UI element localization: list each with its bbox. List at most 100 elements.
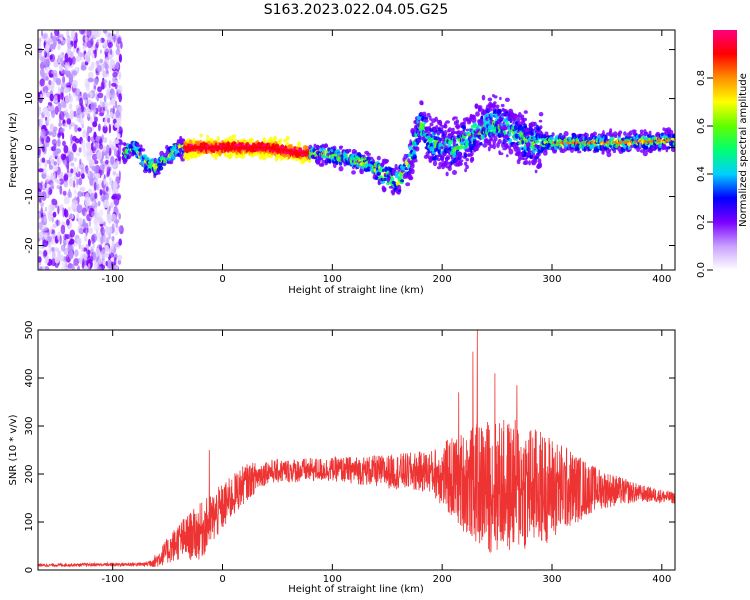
spectral-blob — [338, 161, 343, 166]
snr-series-line — [38, 330, 675, 568]
noise-blob — [88, 263, 91, 268]
noise-blob — [93, 181, 97, 191]
noise-blob — [49, 93, 54, 102]
spectral-blob — [666, 146, 671, 150]
noise-blob — [90, 102, 96, 111]
noise-blob — [56, 185, 61, 190]
spectral-blob — [654, 141, 659, 144]
spectral-blob — [476, 140, 480, 144]
noise-blob — [38, 168, 44, 173]
spectral-blob — [475, 111, 480, 117]
spectral-blob — [422, 124, 425, 128]
spectral-blob — [249, 137, 254, 144]
noise-blob — [74, 88, 81, 97]
spectral-blob — [328, 158, 332, 164]
spectral-blob — [482, 143, 488, 148]
noise-blob — [108, 123, 111, 134]
noise-blob — [43, 91, 47, 97]
noise-blob — [98, 123, 101, 132]
snr-xtick-label: 200 — [433, 574, 452, 585]
noise-blob — [38, 250, 43, 255]
spectral-blob — [384, 166, 388, 173]
noise-blob — [94, 192, 98, 200]
noise-blob — [103, 178, 106, 186]
noise-blob — [73, 40, 77, 49]
spectral-blob — [608, 148, 612, 153]
colorbar-ticks: 0.0 0.2 0.4 0.6 0.8 — [696, 70, 713, 278]
spectral-blob — [214, 156, 218, 161]
spectral-blob — [262, 139, 267, 144]
noise-blob — [64, 174, 69, 181]
noise-blob — [115, 194, 121, 201]
colorbar-tick-label: 0.2 — [696, 214, 707, 230]
noise-blob — [76, 166, 79, 174]
spectral-blob — [435, 136, 440, 141]
noise-blob — [104, 113, 111, 123]
noise-blob — [53, 95, 58, 104]
spectral-blob — [479, 105, 483, 110]
noise-blob — [62, 75, 66, 84]
noise-blob — [83, 147, 87, 158]
noise-blob — [69, 229, 76, 238]
spectral-blob — [479, 141, 483, 146]
snr-xlabel: Height of straight line (km) — [288, 584, 424, 595]
spectral-blob — [610, 135, 615, 141]
spectrogram-frame — [37, 29, 676, 271]
noise-blob — [69, 122, 76, 127]
noise-blob — [71, 70, 78, 76]
noise-blob — [111, 195, 116, 200]
noise-blob — [116, 84, 123, 94]
spectral-blob — [163, 162, 167, 167]
noise-blob — [67, 263, 73, 269]
spectral-blob — [489, 144, 494, 149]
noise-blob — [76, 213, 80, 220]
noise-blob — [96, 150, 103, 161]
noise-blob — [118, 116, 123, 121]
noise-blob — [94, 78, 99, 86]
noise-blob — [42, 209, 46, 216]
spectral-blob — [474, 103, 478, 109]
spectral-blob — [434, 116, 439, 122]
noise-blob — [38, 160, 42, 167]
spectral-blob — [491, 103, 497, 109]
spectral-blob — [429, 115, 432, 121]
noise-blob — [57, 38, 61, 45]
noise-blob — [117, 259, 122, 265]
noise-blob — [103, 136, 108, 144]
noise-blob — [107, 226, 113, 235]
spectral-blob — [376, 155, 381, 161]
noise-blob — [100, 37, 105, 43]
noise-blob — [110, 202, 114, 209]
noise-blob — [104, 245, 110, 253]
spectral-blob — [426, 112, 431, 118]
noise-blob — [50, 185, 55, 190]
noise-blob — [56, 219, 59, 227]
noise-blob — [72, 143, 77, 153]
spectral-blob — [137, 144, 140, 148]
noise-blob — [112, 171, 117, 176]
spectral-blob — [518, 124, 524, 131]
noise-blob — [88, 159, 95, 167]
spectral-blob — [481, 94, 486, 101]
spectral-blob — [462, 121, 466, 125]
noise-blob — [87, 125, 90, 136]
spectral-blob — [504, 97, 510, 103]
spectrogram-xlabel: Height of straight line (km) — [288, 285, 424, 296]
spectral-blob — [216, 135, 220, 142]
spectral-blob — [200, 152, 204, 156]
spectral-blob — [465, 158, 470, 162]
noise-blob — [119, 225, 124, 235]
noise-blob — [64, 209, 69, 218]
noise-blob — [103, 47, 110, 53]
spectral-blob — [456, 151, 462, 155]
noise-blob — [68, 93, 73, 104]
noise-blob — [86, 141, 91, 151]
noise-blob — [58, 122, 62, 127]
noise-blob — [86, 30, 92, 38]
noise-blob — [72, 200, 79, 206]
noise-blob — [102, 125, 108, 134]
snr-ytick-label: 500 — [24, 320, 35, 339]
spectral-blob — [508, 138, 513, 143]
noise-blob — [51, 109, 56, 119]
spectral-blob — [384, 159, 390, 163]
